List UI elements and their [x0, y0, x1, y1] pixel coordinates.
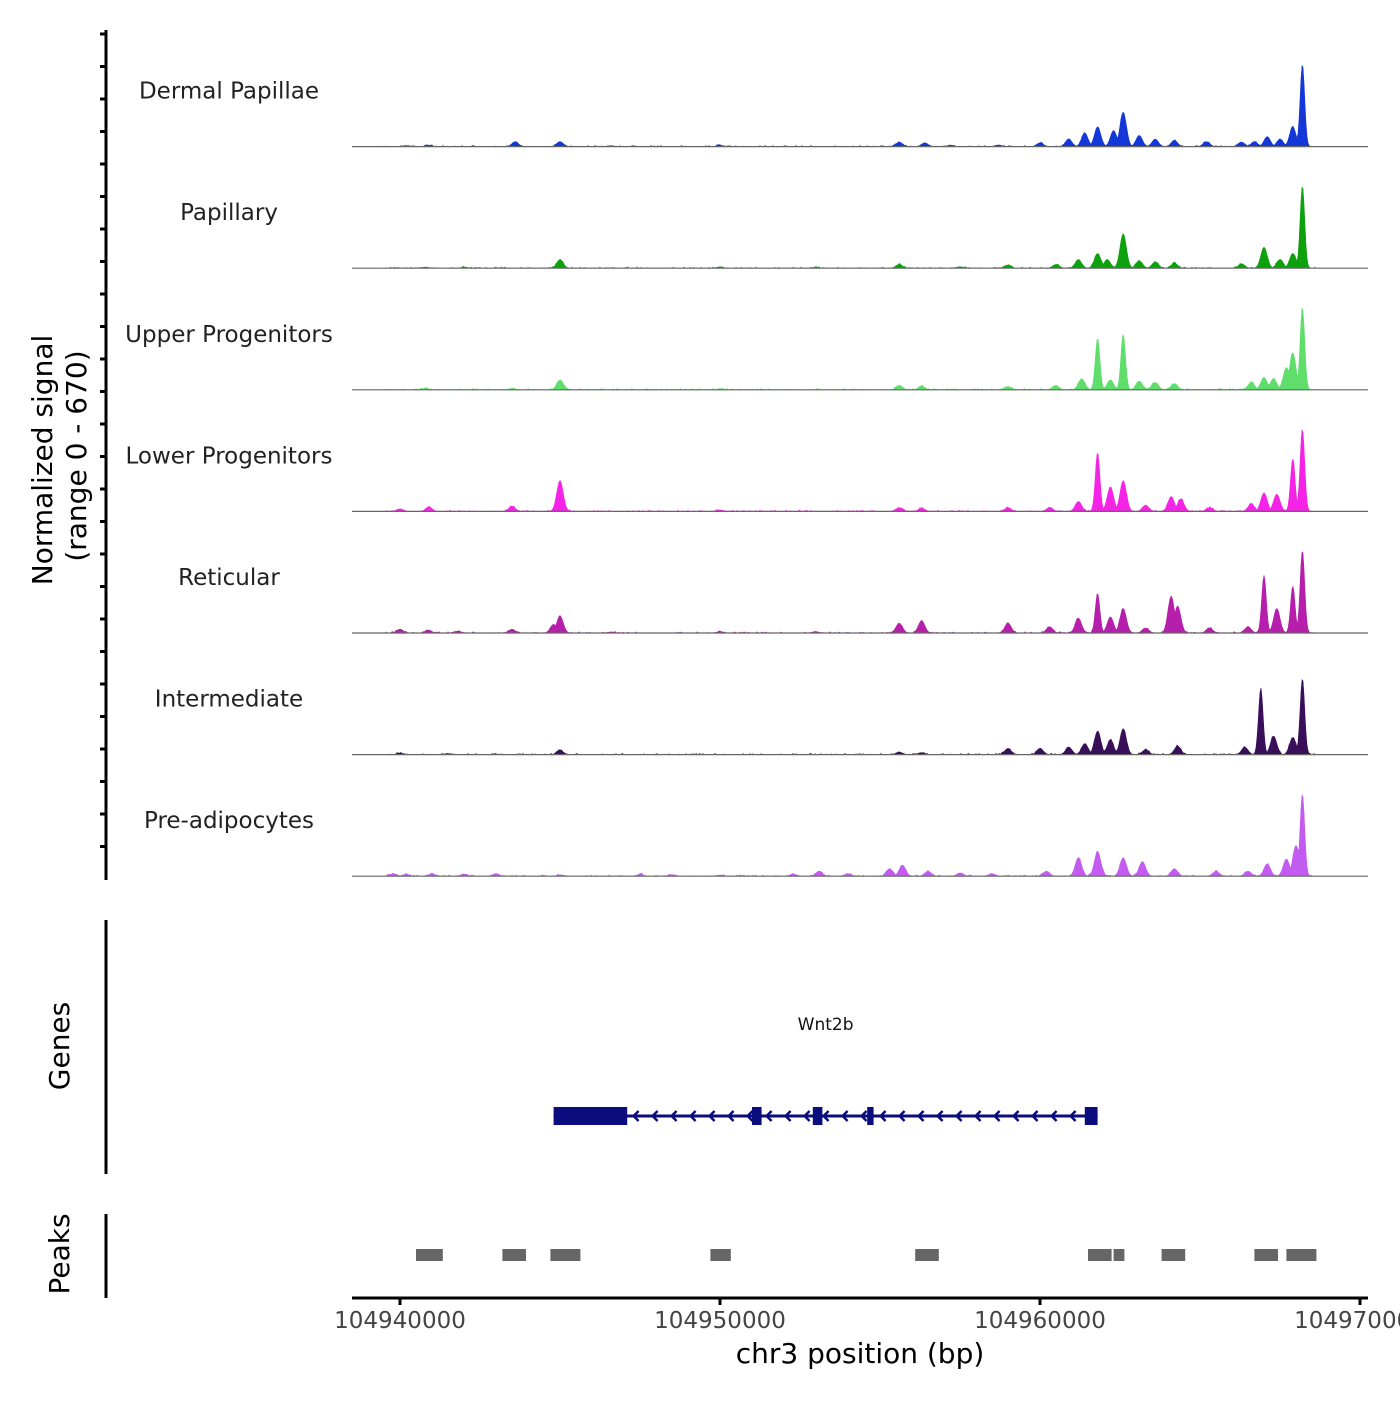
track-label: Pre-adipocytes [144, 808, 314, 834]
strand-arrow [783, 1110, 792, 1122]
strand-arrow [954, 1110, 963, 1122]
strand-arrow [631, 1110, 640, 1122]
gene-name: Wnt2b [798, 1015, 854, 1035]
gene-exon [752, 1107, 762, 1125]
x-tick-label: 104950000 [654, 1308, 786, 1334]
signal-area [383, 429, 1316, 512]
peaks-axis-title: Peaks [43, 1213, 76, 1294]
track-label: Papillary [180, 200, 278, 226]
genes-axis-title: Genes [43, 1002, 76, 1090]
track-label: Intermediate [155, 687, 303, 713]
strand-arrow [745, 1110, 754, 1122]
peak-region [1161, 1249, 1186, 1261]
x-tick-label: 104970000 [1294, 1308, 1400, 1334]
gene-exon [867, 1107, 874, 1125]
strand-arrow [688, 1110, 697, 1122]
peak-region [1113, 1249, 1125, 1261]
x-tick-label: 104940000 [334, 1308, 466, 1334]
gene-wnt2b: Wnt2b [553, 1015, 1098, 1125]
y-axis-title-line1: Normalized signal [26, 335, 59, 586]
strand-arrow [1068, 1110, 1077, 1122]
strand-arrow [897, 1110, 906, 1122]
strand-arrow [1049, 1110, 1058, 1122]
track-label: Dermal Papillae [139, 79, 319, 105]
signal-area [383, 679, 1316, 755]
strand-arrow [935, 1110, 944, 1122]
track-label: Upper Progenitors [125, 322, 333, 348]
peak-region [1286, 1249, 1317, 1261]
track-upper-progenitors: Upper Progenitors [125, 307, 1368, 391]
gene-exon [553, 1107, 628, 1125]
strand-arrow [726, 1110, 735, 1122]
track-label: Reticular [178, 565, 280, 591]
x-axis: chr3 position (bp) 104940000 104950000 104… [334, 1296, 1400, 1370]
gene-exon [812, 1107, 823, 1125]
signal-area [383, 794, 1316, 877]
strand-arrow [764, 1110, 773, 1122]
strand-arrow [669, 1110, 678, 1122]
y-axis-title: Normalized signal (range 0 - 670) [26, 335, 93, 586]
peak-region [416, 1249, 443, 1261]
peak-region [502, 1249, 526, 1261]
signal-area [383, 64, 1316, 147]
strand-arrow [1011, 1110, 1020, 1122]
signal-area [383, 186, 1316, 269]
x-axis-title: chr3 position (bp) [736, 1337, 985, 1370]
strand-arrow [707, 1110, 716, 1122]
peak-region [1254, 1249, 1278, 1261]
peak-region [1088, 1249, 1112, 1261]
strand-arrow [878, 1110, 887, 1122]
track-label: Lower Progenitors [126, 443, 333, 469]
strand-arrow [840, 1110, 849, 1122]
strand-arrow [859, 1110, 868, 1122]
gene-exon [1084, 1107, 1098, 1125]
peaks-panel: Peaks [43, 1213, 1317, 1298]
peak-region [710, 1249, 731, 1261]
peak-region [915, 1249, 939, 1261]
x-tick-label: 104960000 [974, 1308, 1106, 1334]
y-axis-title-line2: (range 0 - 670) [60, 350, 93, 561]
signal-area [383, 551, 1316, 634]
strand-arrow [973, 1110, 982, 1122]
track-dermal-papillae: Dermal Papillae [139, 64, 1368, 148]
strand-arrow [650, 1110, 659, 1122]
track-papillary: Papillary [180, 186, 1368, 269]
signal-area [383, 307, 1316, 391]
strand-arrow [1030, 1110, 1039, 1122]
signal-tracks: Dermal Papillae Papillary Upper Progenitor… [100, 30, 1368, 880]
strand-arrow [992, 1110, 1001, 1122]
peak-region [550, 1249, 581, 1261]
track-lower-progenitors: Lower Progenitors [126, 429, 1368, 512]
track-intermediate: Intermediate [155, 679, 1368, 756]
strand-arrow [916, 1110, 925, 1122]
track-pre-adipocytes: Pre-adipocytes [144, 794, 1368, 877]
strand-arrow [821, 1110, 830, 1122]
track-reticular: Reticular [178, 551, 1368, 634]
genes-panel: Genes Wnt2b [43, 920, 1098, 1174]
strand-arrow [802, 1110, 811, 1122]
